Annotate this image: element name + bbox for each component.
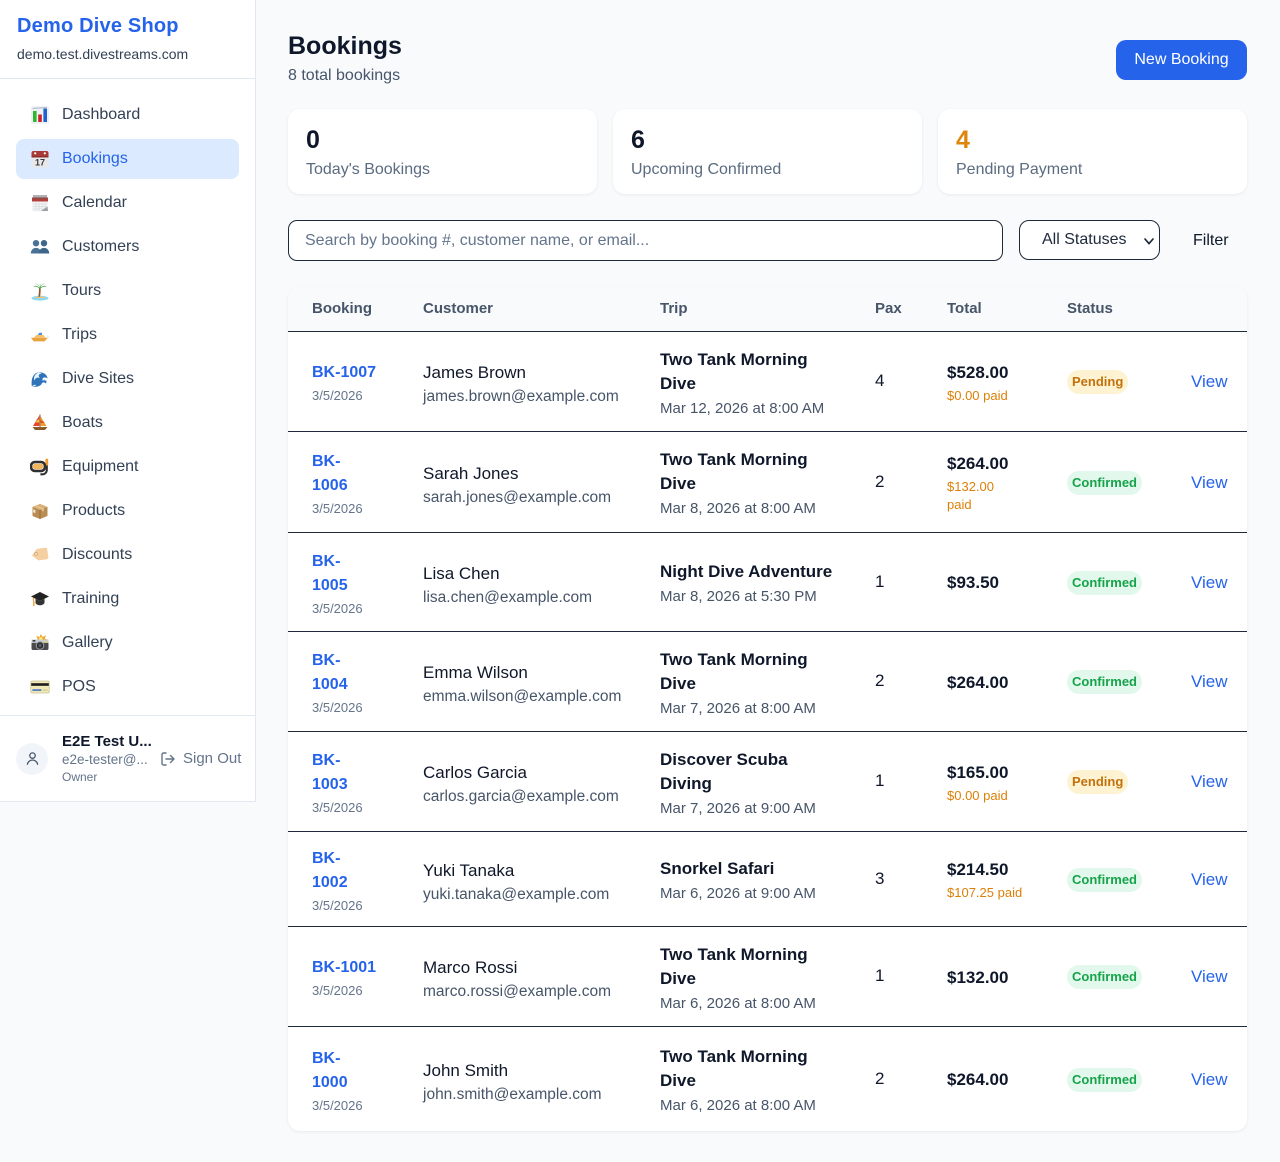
svg-text:17: 17 — [35, 158, 45, 168]
